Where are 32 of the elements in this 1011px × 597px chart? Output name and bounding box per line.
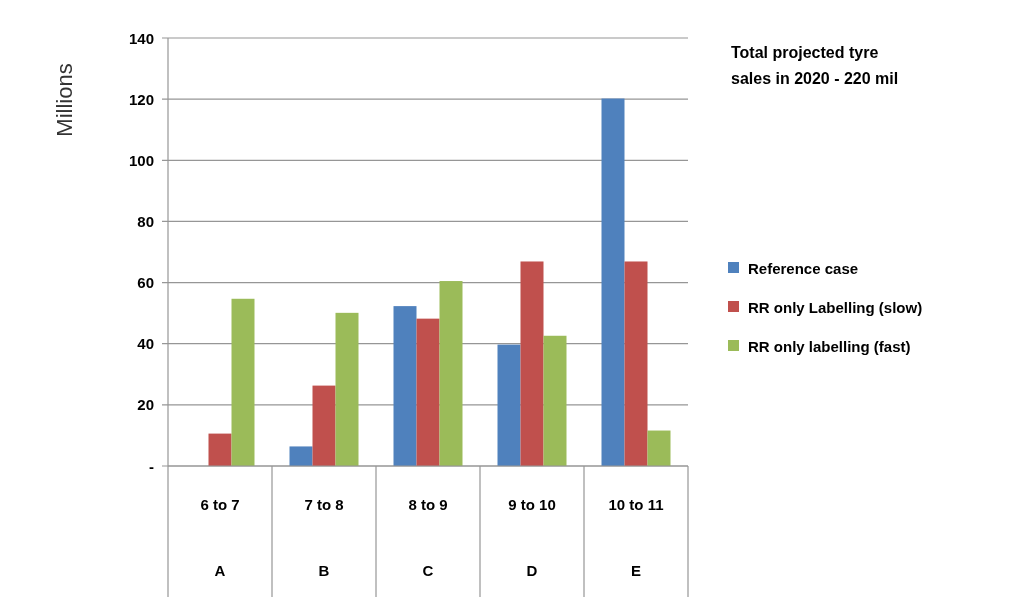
bar bbox=[497, 344, 521, 466]
category-label: 7 to 8 B bbox=[304, 495, 344, 579]
bar bbox=[393, 306, 417, 466]
y-tick-label: 40 bbox=[137, 335, 154, 353]
bar bbox=[624, 261, 648, 466]
bar bbox=[543, 335, 567, 466]
text: Total projected tyre sales in 2020 - 220 mil bbox=[731, 44, 899, 87]
category-label: 6 to 7 A bbox=[200, 495, 240, 579]
legend-label: Reference case bbox=[748, 259, 859, 277]
bar bbox=[312, 385, 336, 466]
bar bbox=[439, 281, 463, 466]
category-label: 8 to 9 C bbox=[408, 495, 448, 579]
bar bbox=[647, 430, 671, 466]
legend-label: RR only Labelling (slow) bbox=[748, 298, 923, 316]
y-tick-label: 100 bbox=[128, 151, 154, 169]
y-tick-label: 120 bbox=[128, 90, 154, 108]
bar bbox=[601, 98, 625, 466]
bar bbox=[520, 261, 544, 466]
y-tick-label: 60 bbox=[137, 274, 154, 292]
y-tick-label: 140 bbox=[128, 29, 154, 47]
category-label: 9 to 10 D bbox=[508, 495, 556, 579]
y-axis-title: Millions bbox=[52, 63, 77, 137]
y-tick-label: 80 bbox=[137, 212, 154, 230]
bar bbox=[289, 446, 313, 466]
y-tick-label: 20 bbox=[137, 396, 154, 414]
category-label: 10 to 11 E bbox=[608, 495, 664, 579]
legend-label: RR only labelling (fast) bbox=[748, 337, 911, 355]
bar bbox=[335, 312, 359, 466]
y-tick-label: - bbox=[149, 457, 154, 475]
bar bbox=[416, 318, 440, 466]
bar bbox=[231, 298, 255, 466]
bar bbox=[208, 433, 232, 466]
